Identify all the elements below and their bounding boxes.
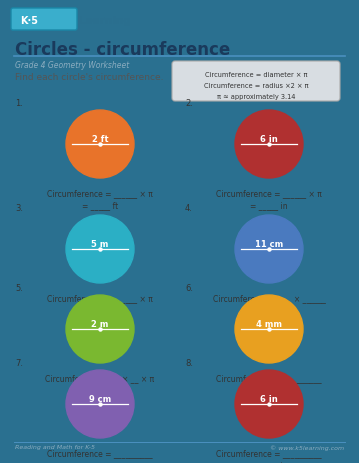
Text: = _____ cm: = _____ cm <box>79 460 121 463</box>
Text: 5.: 5. <box>15 283 23 292</box>
Text: = _____ cm: = _____ cm <box>248 305 290 314</box>
Text: 7.: 7. <box>15 358 23 367</box>
Text: 11 cm: 11 cm <box>255 240 283 249</box>
Text: 2.: 2. <box>185 99 193 108</box>
Text: 6.: 6. <box>185 283 193 292</box>
Text: Circumference = ______ × π: Circumference = ______ × π <box>47 294 153 302</box>
Text: Circumference = __________: Circumference = __________ <box>216 448 322 457</box>
Circle shape <box>235 216 303 283</box>
Text: π ≈ approximately 3.14: π ≈ approximately 3.14 <box>217 94 295 100</box>
Text: Circumference = ___ × ______: Circumference = ___ × ______ <box>213 294 326 302</box>
Circle shape <box>66 295 134 363</box>
FancyBboxPatch shape <box>172 62 340 102</box>
Text: K·5: K·5 <box>20 16 38 26</box>
Text: Circumference = __________: Circumference = __________ <box>216 373 322 382</box>
Text: 5 m: 5 m <box>91 240 109 249</box>
Text: Circumference = __________: Circumference = __________ <box>47 448 153 457</box>
Text: 2 ft: 2 ft <box>92 135 108 144</box>
Text: © www.k5learning.com: © www.k5learning.com <box>270 444 344 450</box>
Text: Grade 4 Geometry Worksheet: Grade 4 Geometry Worksheet <box>15 61 129 70</box>
Text: = _____ in: = _____ in <box>250 460 288 463</box>
Text: Find each circle's circumference.: Find each circle's circumference. <box>15 73 163 82</box>
Text: 6 in: 6 in <box>260 394 278 404</box>
Text: Learning: Learning <box>79 16 131 26</box>
Text: 6 in: 6 in <box>260 135 278 144</box>
Text: Reading and Math for K-5: Reading and Math for K-5 <box>15 444 95 449</box>
Text: Circumference = __ × __ × π: Circumference = __ × __ × π <box>45 373 155 382</box>
FancyBboxPatch shape <box>11 9 77 31</box>
Text: Circles - circumference: Circles - circumference <box>15 41 230 59</box>
Text: 4 mm: 4 mm <box>256 320 282 329</box>
Text: 1.: 1. <box>15 99 23 108</box>
Text: Circumference = radius ×2 × π: Circumference = radius ×2 × π <box>204 83 308 89</box>
Circle shape <box>66 370 134 438</box>
Text: 9 cm: 9 cm <box>89 394 111 404</box>
Circle shape <box>235 370 303 438</box>
Text: 8.: 8. <box>185 358 193 367</box>
Text: Circumference = ______ × π: Circumference = ______ × π <box>47 188 153 198</box>
Text: 2 m: 2 m <box>91 320 109 329</box>
Text: = _____ ft: = _____ ft <box>82 200 118 210</box>
Text: = _____ m: = _____ m <box>81 305 119 314</box>
Text: = _____ in: = _____ in <box>250 200 288 210</box>
Circle shape <box>235 111 303 179</box>
Text: Circumference = diameter × π: Circumference = diameter × π <box>205 72 307 78</box>
Circle shape <box>235 295 303 363</box>
Circle shape <box>66 111 134 179</box>
Text: 3.: 3. <box>15 204 23 213</box>
Circle shape <box>66 216 134 283</box>
Text: = _____ m: = _____ m <box>81 385 119 394</box>
Text: 4.: 4. <box>185 204 193 213</box>
Text: = _____ mm: = _____ mm <box>246 385 292 394</box>
Text: Circumference = ______ × π: Circumference = ______ × π <box>216 188 322 198</box>
